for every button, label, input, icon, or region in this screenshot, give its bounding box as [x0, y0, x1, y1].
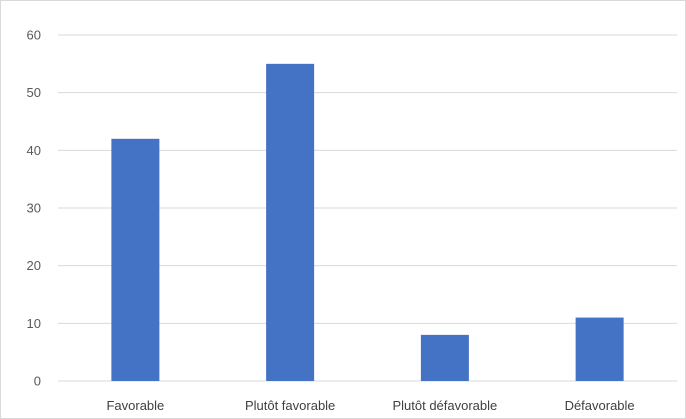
x-category-label-0: Favorable: [106, 398, 164, 413]
y-axis-tick-labels: 0 10 20 30 40 50 60: [27, 28, 41, 389]
y-tick-label-0: 0: [34, 374, 41, 389]
gridlines: [58, 34, 677, 382]
y-tick-label-50: 50: [27, 85, 41, 100]
y-tick-label-20: 20: [27, 258, 41, 273]
bar-favorable: [111, 138, 160, 381]
bar-défavorable: [575, 317, 624, 381]
y-tick-label-30: 30: [27, 201, 41, 216]
bar-plutôt-favorable: [266, 63, 315, 381]
bars: [111, 63, 624, 381]
x-category-label-1: Plutôt favorable: [245, 398, 335, 413]
x-category-label-3: Défavorable: [565, 398, 635, 413]
y-tick-label-60: 60: [27, 28, 41, 43]
bar-plutôt-défavorable: [420, 334, 469, 381]
y-tick-label-10: 10: [27, 316, 41, 331]
y-tick-label-40: 40: [27, 143, 41, 158]
x-axis-category-labels: Favorable Plutôt favorable Plutôt défavora…: [106, 398, 634, 413]
x-category-label-2: Plutôt défavorable: [392, 398, 497, 413]
